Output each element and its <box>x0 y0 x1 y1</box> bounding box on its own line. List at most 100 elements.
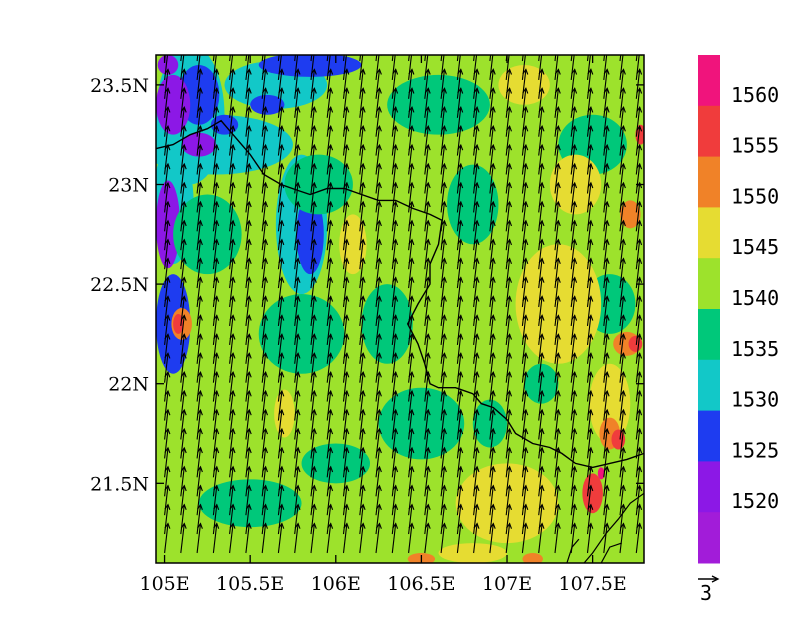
wind-arrow-shaft <box>440 353 446 383</box>
wind-arrow-shaft <box>424 504 429 535</box>
wind-arrow-shaft <box>570 107 576 137</box>
wind-arrow-shaft <box>261 334 267 364</box>
wind-arrow-shaft <box>196 409 202 440</box>
wind-arrow-shaft <box>164 447 169 478</box>
reference-arrow-head <box>711 575 720 583</box>
wind-arrow-shaft <box>391 220 397 251</box>
wind-arrow-shaft <box>603 277 608 308</box>
wind-arrow-shaft <box>570 277 576 308</box>
wind-arrow-shaft <box>408 334 413 364</box>
wind-arrow-shaft <box>521 258 527 289</box>
wind-arrow-shaft <box>180 55 183 62</box>
wind-arrow-shaft <box>294 428 299 459</box>
wind-arrow-shaft <box>521 447 527 478</box>
wind-arrow-shaft <box>375 88 381 118</box>
wind-arrow-shaft <box>635 277 641 308</box>
wind-arrow-shaft <box>245 145 250 175</box>
colorbar-label: 1520 <box>731 489 779 513</box>
wind-arrow-shaft <box>635 88 641 118</box>
wind-arrow-shaft <box>570 258 576 289</box>
x-tick-label: 107E <box>482 573 532 595</box>
wind-arrow <box>635 55 638 62</box>
wind-arrow-shaft <box>554 163 559 194</box>
wind-arrow-shaft <box>440 409 446 440</box>
wind-arrow-shaft <box>359 353 364 383</box>
wind-arrow-shaft <box>212 163 218 194</box>
wind-arrow-shaft <box>294 55 296 62</box>
wind-arrow-shaft <box>521 504 527 535</box>
wind-arrow-shaft <box>245 523 250 554</box>
wind-arrow-shaft <box>310 504 315 535</box>
wind-arrow-shaft <box>521 277 527 308</box>
wind-arrow-shaft <box>359 55 362 62</box>
wind-arrow-shaft <box>538 315 543 345</box>
wind-arrow-shaft <box>375 163 381 194</box>
wind-arrow-shaft <box>359 315 364 345</box>
wind-arrow-shaft <box>440 182 446 213</box>
wind-arrow-head <box>490 32 495 37</box>
wind-arrow-shaft <box>408 145 413 175</box>
reference-vector: 3 <box>698 575 720 605</box>
wind-arrow-shaft <box>635 485 641 516</box>
wind-arrow-shaft <box>212 391 218 421</box>
wind-arrow-shaft <box>619 504 625 535</box>
wind-arrow-shaft <box>473 55 475 62</box>
wind-arrow-shaft <box>505 485 511 516</box>
wind-arrow-shaft <box>277 353 283 383</box>
wind-arrow-shaft <box>261 220 267 251</box>
wind-arrow-shaft <box>603 55 606 62</box>
wind-arrow-shaft <box>375 126 381 156</box>
wind-arrow-shaft <box>326 69 332 99</box>
wind-arrow-shaft <box>326 504 332 535</box>
wind-arrow-shaft <box>196 523 202 554</box>
wind-arrow <box>521 55 524 62</box>
wind-arrow-shaft <box>342 145 348 175</box>
wind-arrow-shaft <box>505 409 511 440</box>
wind-arrow-shaft <box>586 391 592 421</box>
reference-vector-label: 3 <box>700 581 712 605</box>
wind-arrow-shaft <box>603 315 608 345</box>
wind-arrow-shaft <box>245 334 250 364</box>
wind-arrow-shaft <box>261 504 267 535</box>
wind-arrow <box>196 55 199 62</box>
wind-arrow-shaft <box>570 391 576 421</box>
wind-arrow-head <box>311 32 316 37</box>
wind-arrow-shaft <box>408 88 413 118</box>
wind-arrow-shaft <box>489 372 494 402</box>
wind-arrow-shaft <box>164 353 169 383</box>
wind-arrow-shaft <box>245 182 250 213</box>
wind-arrow-shaft <box>456 258 462 289</box>
wind-arrow-shaft <box>261 145 267 175</box>
wind-arrow-shaft <box>359 334 364 364</box>
wind-arrow-shaft <box>440 296 446 326</box>
wind-arrow-shaft <box>489 391 494 421</box>
wind-arrow-shaft <box>245 504 250 535</box>
wind-arrow-shaft <box>277 277 283 308</box>
wind-arrow-shaft <box>505 523 511 554</box>
wind-arrow-shaft <box>473 220 478 251</box>
wind-arrow-shaft <box>229 126 234 156</box>
wind-arrow-shaft <box>294 466 299 497</box>
wind-arrow-shaft <box>505 201 511 232</box>
wind-arrow-shaft <box>408 201 413 232</box>
contour-patch <box>156 114 293 175</box>
wind-arrow-shaft <box>391 428 397 459</box>
wind-arrow-shaft <box>212 107 218 137</box>
country-border-line <box>156 119 644 469</box>
wind-arrow-shaft <box>261 55 264 62</box>
wind-arrow <box>570 55 573 62</box>
x-tick-label: 105E <box>139 573 189 595</box>
wind-arrow-shaft <box>570 409 576 440</box>
wind-arrow-shaft <box>456 88 462 118</box>
wind-arrow-shaft <box>229 466 234 497</box>
wind-arrow-shaft <box>473 69 478 99</box>
wind-arrow-shaft <box>473 428 478 459</box>
wind-arrow-shaft <box>570 201 576 232</box>
wind-arrow-shaft <box>586 107 592 137</box>
wind-arrow-shaft <box>342 220 348 251</box>
wind-arrow-shaft <box>456 466 462 497</box>
colorbar-swatch <box>698 359 720 412</box>
contour-patch <box>455 463 559 544</box>
wind-arrow-shaft <box>456 353 462 383</box>
wind-arrow-shaft <box>489 239 494 270</box>
